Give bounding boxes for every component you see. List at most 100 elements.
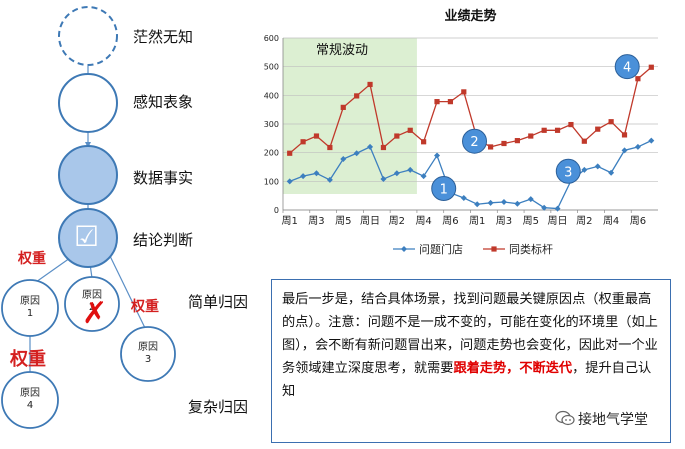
x-tick-label: 周3: [496, 215, 512, 227]
series-2-point: [354, 93, 360, 99]
series-1-point: [367, 143, 374, 150]
cause-node-3: [120, 326, 176, 382]
series-1-point: [608, 169, 615, 176]
series-2-point: [447, 99, 454, 105]
stage-node-perception: [58, 73, 118, 133]
explanation-highlight: 跟着走势，不断迭代: [453, 361, 573, 376]
explanation-text-part1: 最后一步是，结合具体场景，找到问题最关键原因点（权重最高的点）。注意：问题不是一…: [282, 292, 658, 376]
series-2-point: [608, 119, 614, 125]
series-1-point: [300, 173, 307, 180]
shaded-region: [283, 38, 417, 194]
x-tick-label: 周1: [282, 215, 298, 227]
series-2-point: [367, 81, 373, 88]
series-2-point: [595, 126, 601, 132]
cause-node-4: [1, 371, 59, 429]
series-1-point: [648, 137, 655, 144]
legend-label-1: 问题门店: [419, 242, 463, 256]
series-2-point: [568, 121, 574, 128]
cause-node-1: [1, 279, 59, 337]
series-1-point: [380, 176, 387, 183]
x-tick-label: 周4: [603, 215, 619, 227]
y-tick-label: 300: [264, 120, 279, 129]
series-2-point: [434, 99, 440, 105]
series-1-point: [621, 147, 628, 154]
stage-node-unknown: [58, 6, 118, 66]
series-1-point: [514, 200, 521, 207]
series-1-point: [581, 166, 588, 173]
cause-label-3: 原因 3: [138, 342, 158, 365]
series-2-point: [407, 127, 413, 133]
x-tick-label: 周6: [442, 215, 458, 227]
series-1-point: [393, 170, 400, 177]
side-label-simple: 简单归因: [188, 293, 249, 311]
callout-label-1: 1: [440, 183, 448, 198]
series-2-point: [581, 138, 587, 144]
cause-label-2: 原因 2: [82, 290, 102, 313]
series-line-1: [289, 140, 652, 210]
series-2-point: [554, 127, 561, 133]
series-2-point: [501, 140, 507, 147]
series-1-point: [434, 152, 441, 159]
series-1-point: [634, 143, 641, 150]
side-label-complex: 复杂归因: [188, 398, 249, 416]
series-1-point: [326, 176, 333, 183]
callout-3: [555, 158, 581, 184]
callout-label-4: 4: [623, 61, 631, 76]
callout-label-2: 2: [470, 135, 478, 150]
series-2-point: [541, 127, 547, 133]
series-2-point: [421, 139, 427, 145]
series-2-point: [514, 138, 520, 144]
x-tick-label: 周6: [630, 215, 646, 227]
series-1-point: [407, 166, 414, 173]
series-1-point: [420, 173, 427, 180]
series-2-point: [487, 144, 494, 150]
x-tick-label: 周2: [576, 215, 592, 227]
cognition-diagram: [1, 6, 176, 429]
x-tick-label: 周4: [415, 215, 431, 227]
explanation-box: 最后一步是，结合具体场景，找到问题最关键原因点（权重最高的点）。注意：问题不是一…: [271, 279, 671, 443]
callout-2: [462, 128, 488, 154]
series-1-point: [500, 198, 507, 205]
y-tick-label: 200: [264, 149, 279, 158]
series-2-point: [380, 144, 387, 151]
x-tick-label: 周5: [335, 215, 351, 227]
series-1-point: [460, 194, 467, 201]
series-1-point: [594, 163, 601, 170]
series-2-point: [394, 133, 400, 139]
explanation-text-part2: ，提升自己认知: [282, 361, 652, 399]
legend-marker-1: [401, 246, 407, 252]
weight-label-3: 权重: [10, 349, 46, 370]
series-1-point: [541, 204, 548, 211]
x-tick-label: 周5: [523, 215, 539, 227]
callout-4: [614, 54, 640, 80]
weight-label-1: 权重: [18, 251, 46, 267]
series-1-point: [487, 199, 494, 206]
stage-label-unknown: 茫然无知: [133, 28, 194, 46]
wechat-logo-icon: [555, 410, 575, 426]
series-line-2: [289, 66, 652, 154]
x-tick-label: 周1: [469, 215, 485, 227]
shaded-region-label: 常规波动: [316, 43, 368, 58]
series-2-point: [635, 76, 641, 82]
series-2-point: [528, 133, 534, 139]
stage-label-data-facts: 数据事实: [133, 169, 194, 187]
series-1-point: [313, 170, 320, 177]
y-tick-label: 600: [264, 34, 279, 43]
y-tick-label: 100: [264, 177, 279, 186]
x-tick-label: 周日: [360, 215, 380, 227]
cause-label-1: 原因 1: [20, 296, 40, 319]
series-1-point: [554, 205, 561, 212]
stage-node-data-facts: [58, 145, 118, 205]
series-2-point: [287, 150, 293, 156]
series-2-point: [621, 132, 628, 138]
legend-label-2: 同类标杆: [509, 242, 553, 256]
cause-node-2: [64, 276, 120, 332]
x-tick-label: 周日: [548, 215, 568, 227]
y-tick-label: 0: [274, 206, 279, 215]
chart-title: 业绩走势: [444, 8, 496, 24]
y-tick-label: 400: [264, 91, 279, 100]
stage-label-conclusion: 结论判断: [133, 231, 194, 249]
series-1-point: [340, 155, 347, 162]
watermark: 接地气学堂: [578, 412, 648, 428]
cause-label-4: 原因 4: [20, 388, 40, 411]
